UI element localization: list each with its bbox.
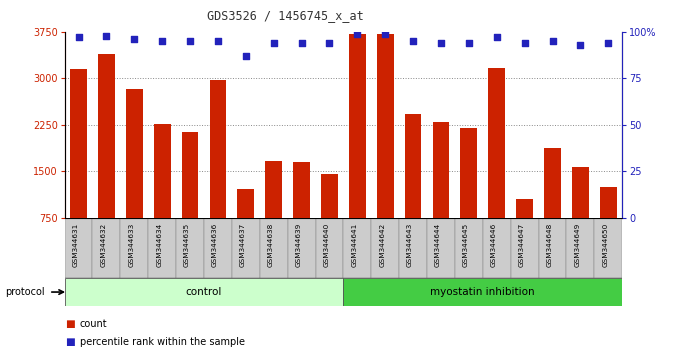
Text: ■: ■ <box>65 319 74 329</box>
Bar <box>516 199 533 264</box>
Point <box>491 35 502 40</box>
Bar <box>566 218 594 278</box>
Bar <box>260 218 288 278</box>
Point <box>352 31 363 36</box>
Point <box>379 31 390 36</box>
Text: GSM344643: GSM344643 <box>407 223 413 267</box>
Bar <box>148 218 176 278</box>
Text: protocol: protocol <box>5 287 45 297</box>
Bar <box>349 34 366 264</box>
Point <box>296 40 307 46</box>
Point <box>129 36 140 42</box>
Point <box>156 38 168 44</box>
Bar <box>288 218 316 278</box>
Bar <box>432 122 449 264</box>
Text: GSM344645: GSM344645 <box>463 223 469 267</box>
Bar <box>70 69 87 264</box>
Bar <box>572 167 589 264</box>
Bar <box>237 189 254 264</box>
Point <box>547 38 558 44</box>
Bar <box>427 218 455 278</box>
Bar <box>321 174 338 264</box>
Text: GSM344633: GSM344633 <box>129 223 135 267</box>
Bar <box>265 161 282 264</box>
Bar <box>399 218 427 278</box>
Bar <box>539 218 566 278</box>
Text: GSM344647: GSM344647 <box>519 223 525 267</box>
Point <box>73 35 84 40</box>
Bar <box>405 114 422 264</box>
Text: GSM344649: GSM344649 <box>575 223 581 267</box>
Point <box>269 40 279 46</box>
Text: count: count <box>80 319 107 329</box>
Bar <box>120 218 148 278</box>
Text: GSM344635: GSM344635 <box>184 223 190 267</box>
Text: GSM344642: GSM344642 <box>379 223 385 267</box>
Text: GSM344639: GSM344639 <box>296 223 302 267</box>
Text: GSM344650: GSM344650 <box>602 223 608 267</box>
Text: GSM344646: GSM344646 <box>491 223 496 267</box>
Text: GSM344636: GSM344636 <box>212 223 218 267</box>
Text: control: control <box>186 287 222 297</box>
Bar <box>204 218 232 278</box>
Text: ■: ■ <box>65 337 74 347</box>
Point <box>602 40 613 46</box>
Point <box>435 40 446 46</box>
Point <box>464 40 475 46</box>
Text: GSM344638: GSM344638 <box>268 223 274 267</box>
Text: GSM344648: GSM344648 <box>547 223 552 267</box>
Bar <box>455 218 483 278</box>
Bar <box>371 218 399 278</box>
Bar <box>65 278 343 306</box>
Text: GSM344637: GSM344637 <box>240 223 246 267</box>
Point <box>324 40 335 46</box>
Bar <box>377 34 394 264</box>
Bar <box>232 218 260 278</box>
Point <box>408 38 419 44</box>
Bar <box>544 148 561 264</box>
Bar <box>343 278 622 306</box>
Bar <box>176 218 204 278</box>
Bar <box>594 218 622 278</box>
Text: GSM344641: GSM344641 <box>352 223 358 267</box>
Point <box>575 42 586 48</box>
Bar <box>600 187 617 264</box>
Bar <box>488 68 505 264</box>
Bar <box>483 218 511 278</box>
Bar <box>92 218 120 278</box>
Bar <box>154 124 171 264</box>
Point <box>212 38 223 44</box>
Text: percentile rank within the sample: percentile rank within the sample <box>80 337 245 347</box>
Text: GSM344632: GSM344632 <box>101 223 106 267</box>
Text: GSM344631: GSM344631 <box>73 223 78 267</box>
Bar <box>209 80 226 264</box>
Bar <box>98 54 115 264</box>
Bar <box>316 218 343 278</box>
Text: GSM344640: GSM344640 <box>324 223 330 267</box>
Bar <box>293 162 310 264</box>
Text: myostatin inhibition: myostatin inhibition <box>430 287 535 297</box>
Bar <box>460 128 477 264</box>
Point <box>520 40 530 46</box>
Point <box>101 33 112 39</box>
Bar <box>182 132 199 264</box>
Bar <box>343 218 371 278</box>
Text: GSM344644: GSM344644 <box>435 223 441 267</box>
Point <box>241 53 252 59</box>
Point <box>185 38 196 44</box>
Bar <box>65 218 92 278</box>
Text: GSM344634: GSM344634 <box>156 223 163 267</box>
Text: GDS3526 / 1456745_x_at: GDS3526 / 1456745_x_at <box>207 9 364 22</box>
Bar <box>126 90 143 264</box>
Bar <box>511 218 539 278</box>
